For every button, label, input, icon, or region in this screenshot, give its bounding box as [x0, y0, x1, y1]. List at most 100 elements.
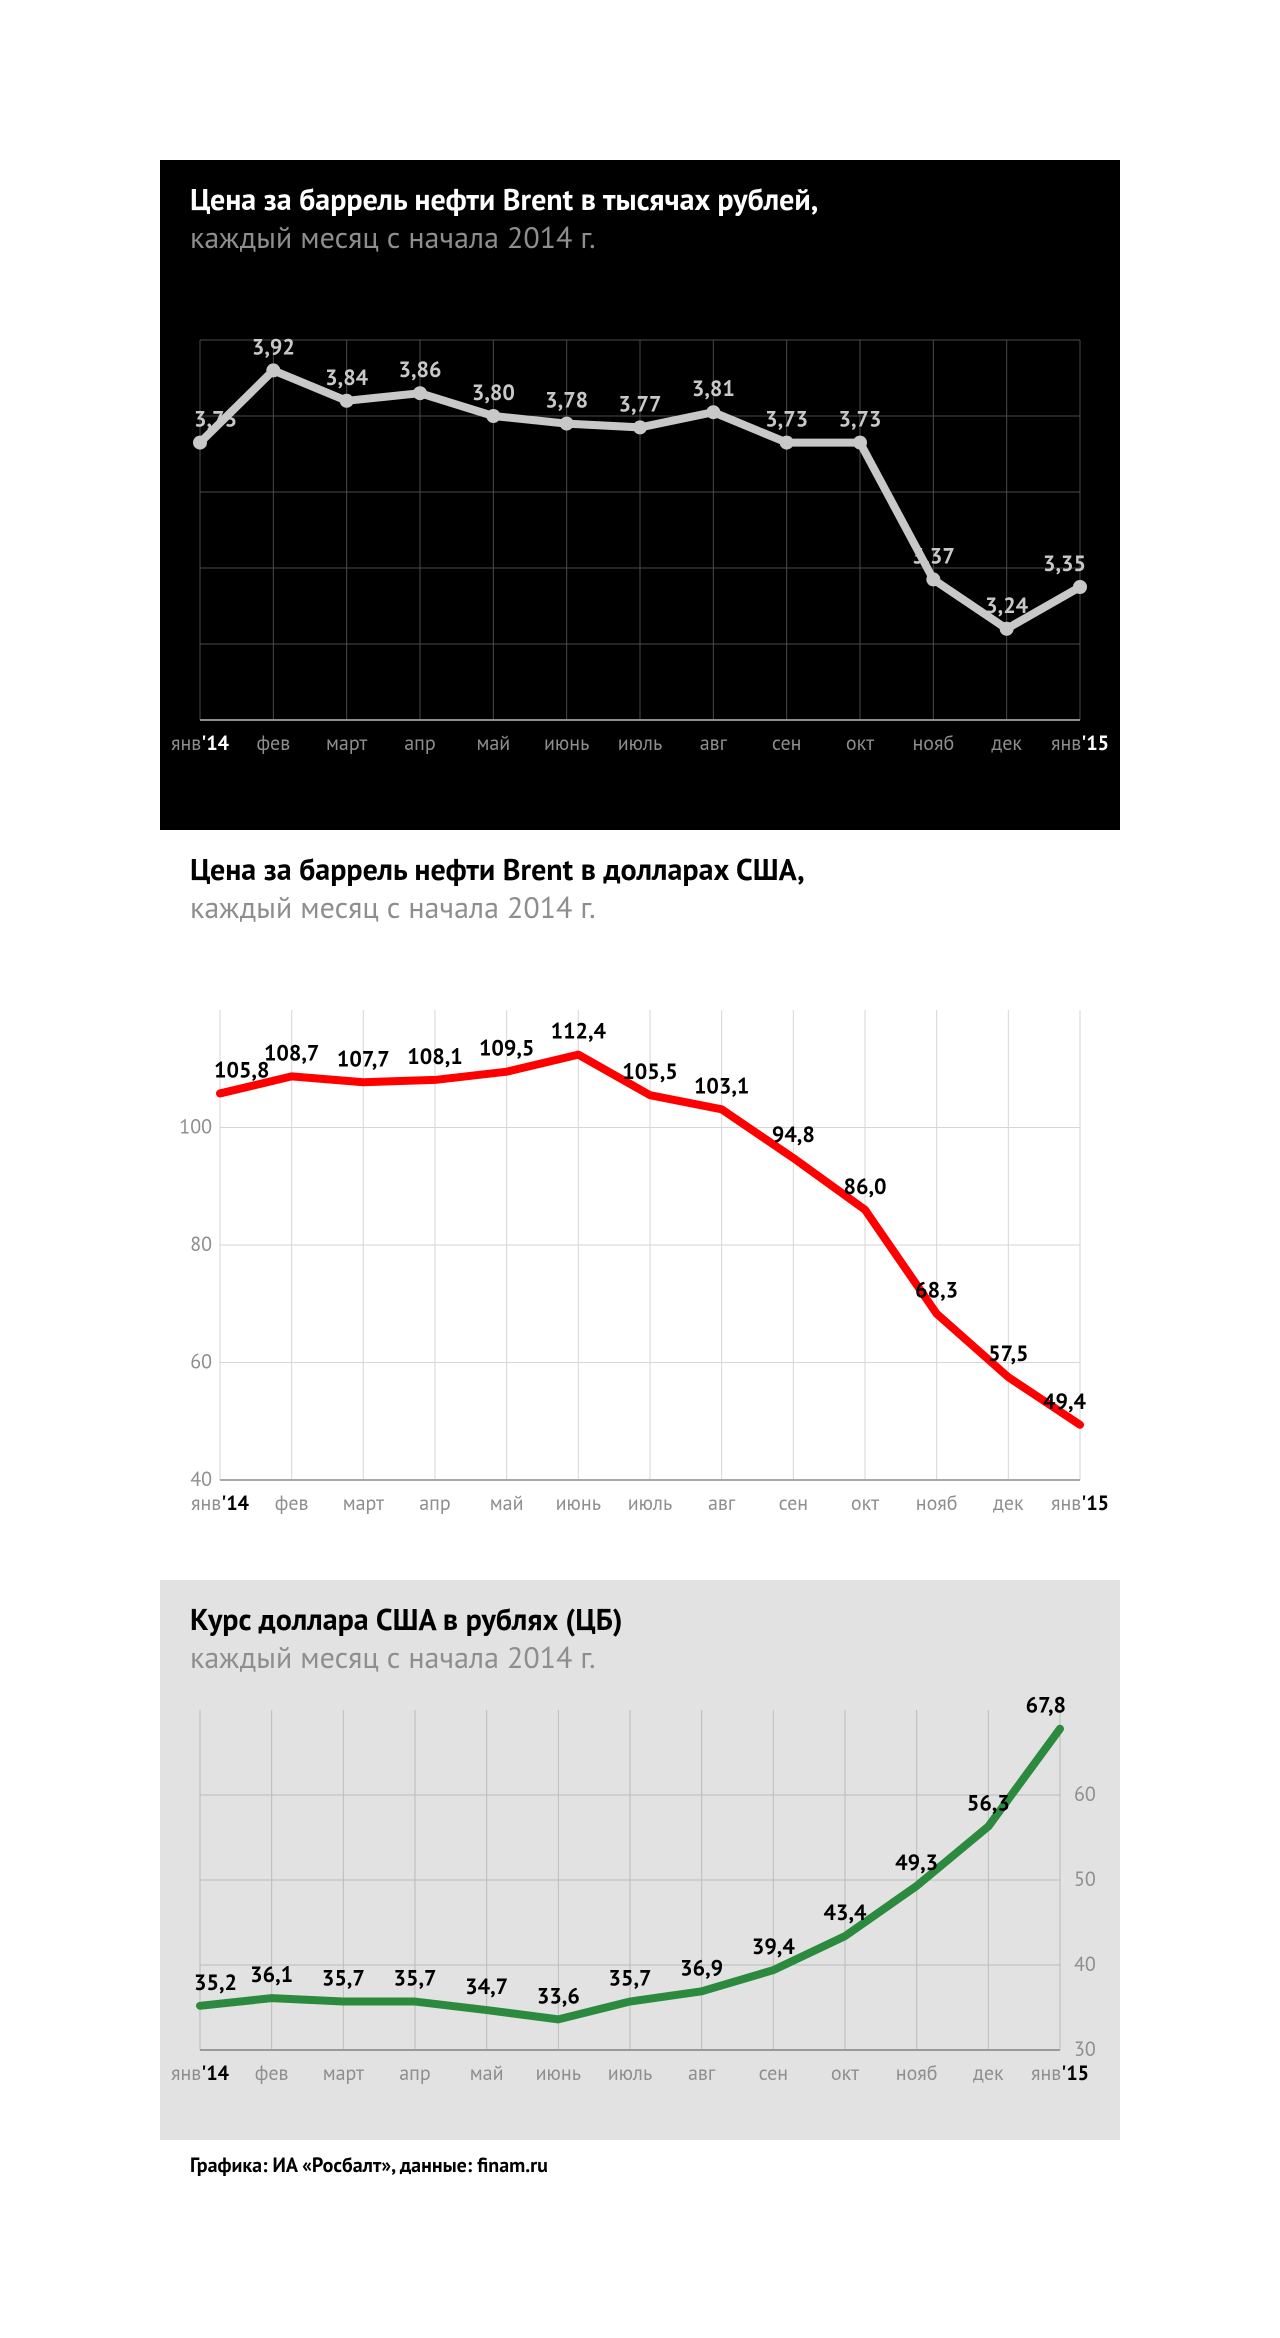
y-axis-tick-label: 30	[1074, 2036, 1096, 2062]
value-label: 3,84	[325, 364, 368, 392]
x-axis-month-label: май	[470, 2060, 504, 2086]
chart-title-line2: каждый месяц с начала 2014 г.	[190, 218, 596, 257]
x-axis-month-label: фев	[275, 1490, 309, 1516]
value-label: 3,73	[194, 406, 237, 434]
chart-title-line1: Цена за баррель нефти Brent в тысячах ру…	[190, 180, 818, 219]
x-axis-month-label: нояб	[896, 2060, 938, 2086]
value-label: 36,1	[250, 1961, 293, 1989]
value-label: 35,7	[609, 1965, 652, 1993]
y-axis-tick-label: 40	[190, 1466, 212, 1492]
value-label: 35,7	[394, 1965, 437, 1993]
x-axis-month-label: нояб	[912, 730, 954, 756]
chart-brent-usd: 40 60 80 100 105,8108,7 107,7 108,1 109,5 112,4 1…	[160, 830, 1120, 1580]
x-axis-month-label: март	[323, 2060, 364, 2086]
x-axis-month-label: янв'14	[171, 2060, 230, 2086]
x-axis-month-label: сен	[772, 730, 802, 756]
value-label: 3,78	[545, 387, 588, 415]
value-label: 3,92	[252, 333, 295, 361]
x-axis-month-label: июль	[608, 2060, 653, 2086]
value-label: 3,86	[399, 356, 442, 384]
value-label: 33,6	[537, 1982, 580, 2010]
chart-marker	[560, 417, 574, 431]
x-axis-month-label: май	[490, 1490, 524, 1516]
value-label: 3,35	[1043, 550, 1086, 578]
value-label: 86,0	[844, 1173, 887, 1201]
x-axis-month-label: июнь	[536, 2060, 581, 2086]
chart-title-line1: Цена за баррель нефти Brent в долларах С…	[190, 850, 805, 889]
value-label: 103,1	[694, 1072, 749, 1100]
value-label: 49,4	[1043, 1388, 1086, 1416]
x-axis-month-label: март	[343, 1490, 384, 1516]
page-container: 3,73 3,92 3,84 3,86 3,80 3,78 3,77 3,81 3,73 3,73…	[0, 0, 1280, 2338]
chart-marker	[926, 572, 940, 586]
value-label: 39,4	[752, 1933, 795, 1961]
chart-title-line1: Курс доллара США в рублях (ЦБ)	[190, 1600, 623, 1639]
y-axis-tick-label: 60	[1074, 1781, 1096, 1807]
x-axis-month-label: дек	[991, 730, 1022, 756]
value-label: 57,5	[988, 1340, 1028, 1368]
chart-marker	[486, 409, 500, 423]
x-axis-month-label: март	[326, 730, 367, 756]
chart-marker	[1073, 580, 1087, 594]
y-axis-tick-label: 80	[190, 1231, 212, 1257]
value-label: 108,1	[407, 1043, 462, 1071]
x-axis-month-label: окт	[831, 2060, 859, 2086]
chart-marker	[340, 394, 354, 408]
x-axis-month-label: нояб	[916, 1490, 958, 1516]
chart-title-line2: каждый месяц с начала 2014 г.	[190, 1638, 596, 1677]
chart-brent-rubles: 3,73 3,92 3,84 3,86 3,80 3,78 3,77 3,81 3,73 3,73…	[160, 160, 1120, 830]
x-axis-month-label: дек	[993, 1490, 1024, 1516]
value-label: 49,3	[895, 1849, 938, 1877]
x-axis-month-label: янв'15	[1031, 2060, 1089, 2086]
x-axis-month-label: апр	[404, 730, 435, 756]
y-axis-tick-label: 40	[1074, 1951, 1096, 1977]
value-label: 107,7	[337, 1045, 390, 1073]
value-label: 3,73	[765, 406, 808, 434]
x-axis-month-label: авг	[700, 730, 728, 756]
x-axis-month-label: дек	[973, 2060, 1004, 2086]
y-axis-tick-label: 100	[179, 1114, 212, 1140]
credits-line: Графика: ИА «Росбалт», данные: finam.ru	[160, 2140, 1120, 2178]
value-label: 3,77	[619, 390, 662, 418]
value-label: 3,37	[912, 542, 955, 570]
chart-marker	[706, 405, 720, 419]
chart-marker	[413, 386, 427, 400]
chart-usd-rub-rate: 3040506035,236,135,735,734,733,635,736,9…	[160, 1580, 1120, 2140]
chart-marker	[193, 436, 207, 450]
value-label: 3,81	[692, 375, 735, 403]
chart-marker	[633, 420, 647, 434]
x-axis-month-label: май	[476, 730, 510, 756]
value-label: 109,5	[479, 1035, 534, 1063]
x-axis-month-label: сен	[759, 2060, 789, 2086]
x-axis-month-label: июнь	[544, 730, 589, 756]
value-label: 108,7	[264, 1039, 319, 1067]
x-axis-month-label: фев	[255, 2060, 289, 2086]
x-axis-month-label: июнь	[556, 1490, 601, 1516]
value-label: 3,80	[472, 379, 515, 407]
x-axis-month-label: апр	[419, 1490, 450, 1516]
value-label: 105,5	[622, 1058, 677, 1086]
x-axis-month-label: июль	[628, 1490, 673, 1516]
y-axis-tick-label: 60	[190, 1349, 212, 1375]
value-label: 68,3	[915, 1277, 958, 1305]
x-axis-month-label: янв'14	[191, 1490, 250, 1516]
chart-stack: 3,73 3,92 3,84 3,86 3,80 3,78 3,77 3,81 3,73 3,73…	[160, 160, 1120, 2178]
value-label: 112,4	[551, 1018, 607, 1046]
x-axis-month-label: авг	[708, 1490, 736, 1516]
value-label: 34,7	[465, 1973, 508, 2001]
value-label: 36,9	[680, 1954, 723, 1982]
x-axis-month-label: фев	[256, 730, 290, 756]
chart-marker	[853, 436, 867, 450]
chart-title-line2: каждый месяц с начала 2014 г.	[190, 888, 596, 927]
value-label: 3,73	[839, 406, 882, 434]
x-axis-month-label: янв'15	[1051, 1490, 1109, 1516]
value-label: 35,2	[194, 1969, 237, 1997]
value-label: 105,8	[214, 1056, 269, 1084]
x-axis-month-label: янв'14	[171, 730, 230, 756]
value-label: 3,24	[985, 592, 1028, 620]
value-label: 94,8	[772, 1121, 815, 1149]
x-axis-month-label: авг	[688, 2060, 716, 2086]
y-axis-tick-label: 50	[1074, 1866, 1096, 1892]
chart-marker	[1000, 622, 1014, 636]
x-axis-month-label: окт	[851, 1490, 879, 1516]
